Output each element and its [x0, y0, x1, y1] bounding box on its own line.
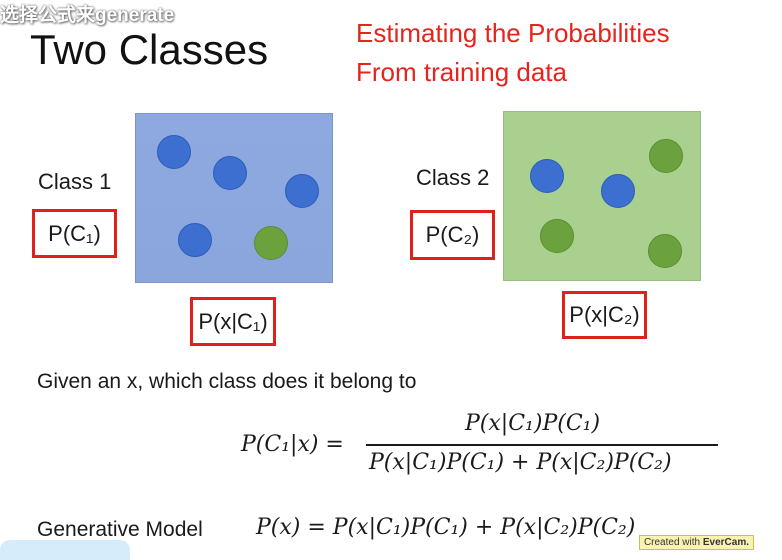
watermark-text: 选择公式来generate — [0, 5, 175, 26]
posterior-numerator: P(x|C₁)P(C₁) — [465, 411, 601, 436]
generative-model-formula: P(x) = P(x|C₁)P(C₁) + P(x|C₂)P(C₂) — [256, 515, 636, 540]
posterior-denominator: P(x|C₁)P(C₁) + P(x|C₂)P(C₂) — [369, 450, 672, 475]
green-sample-dot — [649, 139, 683, 173]
generative-model-label: Generative Model — [37, 518, 203, 541]
slide-subtitle: Estimating the Probabilities From traini… — [356, 14, 670, 92]
blue-sample-dot — [601, 174, 635, 208]
subtitle-line-2: From training data — [356, 57, 567, 87]
class1-prior-box: P(C₁) — [32, 209, 117, 258]
green-sample-dot — [254, 226, 288, 260]
evercam-brand: EverCam. — [702, 537, 749, 548]
class2-label: Class 2 — [416, 165, 490, 190]
class1-label: Class 1 — [38, 169, 112, 194]
class2-prior-box: P(C₂) — [410, 210, 495, 260]
bottom-left-overlay — [0, 540, 130, 560]
posterior-lhs: P(C₁|x) = — [241, 432, 344, 457]
subtitle-line-1: Estimating the Probabilities — [356, 18, 670, 48]
evercam-badge: Created with EverCam. — [638, 535, 754, 550]
class2-sample-box — [503, 111, 701, 281]
blue-sample-dot — [178, 223, 212, 257]
blue-sample-dot — [285, 174, 319, 208]
class1-likelihood-box: P(x|C₁) — [190, 297, 276, 346]
green-sample-dot — [540, 219, 574, 253]
slide-title: Two Classes — [30, 26, 269, 73]
green-sample-dot — [648, 234, 682, 268]
question-text: Given an x, which class does it belong t… — [37, 370, 417, 393]
blue-sample-dot — [530, 159, 564, 193]
class1-sample-box — [135, 113, 333, 283]
blue-sample-dot — [157, 135, 191, 169]
evercam-prefix: Created with — [643, 537, 701, 548]
fraction-bar — [366, 444, 718, 446]
class2-likelihood-box: P(x|C₂) — [562, 291, 647, 339]
blue-sample-dot — [213, 156, 247, 190]
